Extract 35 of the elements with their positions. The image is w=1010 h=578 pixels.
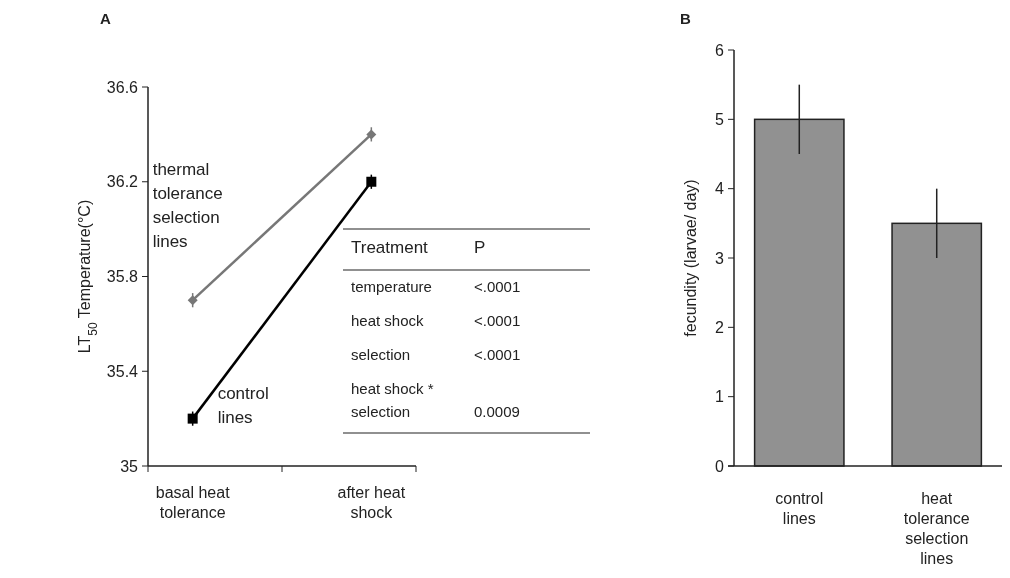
annotation: heat shock * selection [351, 380, 434, 420]
series-label: thermal tolerance selection lines [152, 160, 223, 252]
y-tick-label: 35.8 [106, 268, 139, 286]
y-tick-label: 35.4 [106, 362, 139, 380]
y-axis-title: fecundity (larvae/ day) [682, 179, 699, 337]
chart-title: A [100, 10, 111, 27]
annotation: Treatment [351, 238, 429, 257]
point [187, 413, 198, 424]
text: <.0001 [474, 278, 521, 295]
y-tick-label: 5 [715, 110, 725, 128]
series-label: control lines [217, 383, 269, 427]
y-tick-label: 2 [715, 318, 725, 336]
y-tick-label: 36.6 [106, 78, 139, 96]
y-tick-label: 1 [715, 388, 725, 406]
text: 0.0009 [474, 403, 520, 420]
annotation: heat shock [351, 312, 425, 329]
y-tick-label: 3 [715, 249, 725, 267]
y-tick-label: 36.2 [106, 173, 139, 191]
text: P [474, 238, 486, 257]
point [366, 129, 377, 140]
x-tick-label: after heat shock [337, 484, 406, 521]
y-tick-label: 6 [715, 41, 725, 59]
text: <.0001 [474, 346, 521, 363]
point [187, 295, 198, 306]
annotation: selection [351, 346, 411, 363]
text: <.0001 [474, 312, 521, 329]
annotation: temperature [351, 278, 432, 295]
x-tick-label: control lines [775, 490, 824, 527]
x-tick-label: heat tolerance selection lines [903, 490, 970, 567]
point [366, 176, 377, 187]
chart-title: B [680, 10, 691, 27]
y-tick-label: 35 [120, 457, 139, 475]
x-tick-label: basal heat tolerance [155, 484, 231, 521]
y-tick-label: 0 [715, 457, 725, 475]
y-tick-label: 4 [715, 180, 725, 198]
